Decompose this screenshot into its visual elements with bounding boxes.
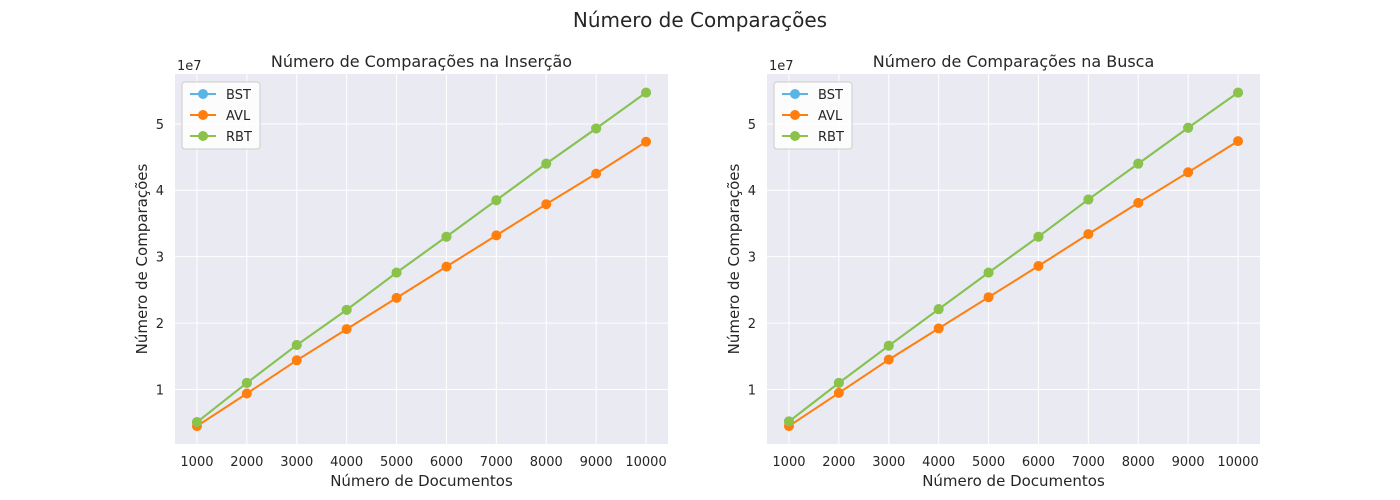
data-point-avl <box>541 199 552 210</box>
chart-title: Número de Comparações na Busca <box>873 52 1155 71</box>
x-tick-label: 7000 <box>480 455 513 470</box>
x-tick-label: 10000 <box>1217 455 1258 470</box>
x-tick-label: 1000 <box>772 455 805 470</box>
x-axis-label: Número de Documentos <box>922 472 1105 490</box>
legend-label: RBT <box>226 130 252 145</box>
data-point-rbt <box>591 123 602 134</box>
y-offset-label: 1e7 <box>177 59 202 74</box>
x-tick-label: 8000 <box>1122 455 1155 470</box>
data-point-rbt <box>833 377 844 388</box>
series-line-rbt <box>788 91 1239 423</box>
y-tick-label: 4 <box>748 184 756 199</box>
legend-label: AVL <box>818 109 843 124</box>
data-point-avl <box>291 355 302 366</box>
x-tick-label: 9000 <box>1172 455 1205 470</box>
data-point-avl <box>241 388 252 399</box>
data-point-avl <box>491 230 502 241</box>
data-point-avl <box>391 292 402 303</box>
chart-panel-2: 1000 2000 3000 4000 5000 6000 7000 8000 9000 1000… <box>725 52 1260 490</box>
data-point-avl <box>1133 197 1144 208</box>
y-axis-label: Número de Comparações <box>133 163 151 354</box>
x-tick-label: 5000 <box>380 455 413 470</box>
x-tick-label: 1000 <box>180 455 213 470</box>
data-point-rbt <box>241 377 252 388</box>
data-point-avl <box>1083 229 1094 240</box>
data-point-rbt <box>983 267 994 278</box>
x-tick-label: 8000 <box>530 455 563 470</box>
series-line-avl <box>196 140 647 427</box>
legend-label: RBT <box>818 130 844 145</box>
data-point-rbt <box>491 195 502 206</box>
legend-marker <box>790 89 800 99</box>
chart-title: Número de Comparações na Inserção <box>271 52 572 71</box>
legend-marker <box>790 131 800 141</box>
data-point-rbt <box>341 304 352 315</box>
data-point-avl <box>1033 260 1044 271</box>
data-point-rbt <box>291 340 302 351</box>
data-point-avl <box>1183 167 1194 178</box>
x-tick-label: 7000 <box>1072 455 1105 470</box>
data-point-avl <box>641 136 652 147</box>
data-point-rbt <box>441 231 452 242</box>
series-line-avl <box>788 140 1239 427</box>
data-point-rbt <box>1083 194 1094 205</box>
x-tick-label: 4000 <box>330 455 363 470</box>
data-point-avl <box>883 354 894 365</box>
data-point-avl <box>933 323 944 334</box>
data-point-avl <box>1233 136 1244 147</box>
x-tick-label: 6000 <box>1022 455 1055 470</box>
chart-panel-1: 1000 2000 3000 4000 5000 6000 7000 8000 9000 1000… <box>133 52 668 490</box>
data-point-rbt <box>1233 87 1244 98</box>
data-point-rbt <box>191 417 202 428</box>
x-tick-label: 3000 <box>872 455 905 470</box>
y-tick-label: 2 <box>156 317 164 332</box>
data-point-rbt <box>541 158 552 169</box>
data-point-rbt <box>391 267 402 278</box>
figure-title: Número de Comparações <box>573 8 827 32</box>
data-point-avl <box>833 387 844 398</box>
legend-label: BST <box>818 88 843 103</box>
data-point-rbt <box>641 87 652 98</box>
data-point-rbt <box>933 304 944 315</box>
legend-label: AVL <box>226 109 251 124</box>
x-tick-label: 3000 <box>280 455 313 470</box>
legend: BST AVL RBT <box>773 81 853 150</box>
x-tick-label: 9000 <box>580 455 613 470</box>
legend-label: BST <box>226 88 251 103</box>
data-point-rbt <box>1133 158 1144 169</box>
data-point-avl <box>591 168 602 179</box>
x-tick-label: 10000 <box>625 455 666 470</box>
y-tick-label: 5 <box>748 118 756 133</box>
x-tick-label: 6000 <box>430 455 463 470</box>
legend-marker <box>198 89 208 99</box>
series-line-rbt <box>196 91 647 423</box>
y-axis-label: Número de Comparações <box>725 163 743 354</box>
legend: BST AVL RBT <box>181 81 261 150</box>
data-point-rbt <box>1183 122 1194 133</box>
y-tick-label: 2 <box>748 317 756 332</box>
data-point-rbt <box>883 340 894 351</box>
data-point-rbt <box>783 416 794 427</box>
x-tick-label: 2000 <box>822 455 855 470</box>
x-axis-label: Número de Documentos <box>330 472 513 490</box>
x-tick-label: 4000 <box>922 455 955 470</box>
y-tick-label: 1 <box>748 384 756 399</box>
legend-marker <box>198 110 208 120</box>
legend-marker <box>198 131 208 141</box>
y-tick-label: 3 <box>748 251 756 266</box>
data-point-avl <box>341 324 352 335</box>
y-tick-label: 3 <box>156 251 164 266</box>
x-tick-label: 2000 <box>230 455 263 470</box>
y-tick-label: 1 <box>156 384 164 399</box>
y-tick-label: 5 <box>156 118 164 133</box>
data-point-rbt <box>1033 231 1044 242</box>
data-point-avl <box>441 261 452 272</box>
x-tick-label: 5000 <box>972 455 1005 470</box>
data-point-avl <box>983 292 994 303</box>
legend-marker <box>790 110 800 120</box>
y-offset-label: 1e7 <box>769 59 794 74</box>
y-tick-label: 4 <box>156 184 164 199</box>
